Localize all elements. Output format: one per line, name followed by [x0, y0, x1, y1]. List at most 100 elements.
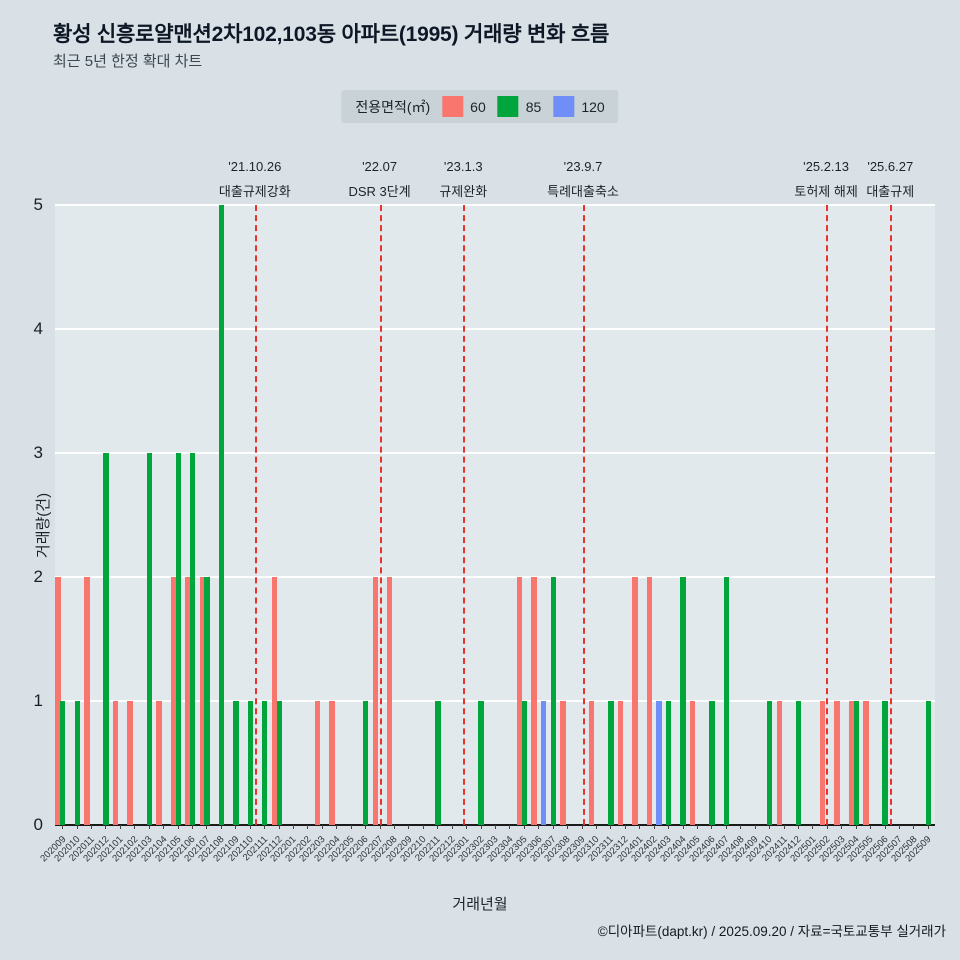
bar-85-202403 — [666, 701, 672, 825]
bar-85-202410 — [766, 701, 773, 825]
x-tick — [841, 825, 843, 829]
gridline-3 — [55, 452, 935, 454]
x-tick — [134, 825, 136, 829]
bar-60-202208 — [387, 577, 393, 825]
event-line — [890, 205, 893, 825]
bar-60-202310 — [589, 701, 595, 825]
x-tick — [581, 825, 583, 829]
event-date: '21.10.26 — [228, 159, 282, 174]
footer-credit: ©디아파트(dapt.kr) / 2025.09.20 / 자료=국토교통부 실… — [597, 924, 946, 939]
bar-60-202207 — [372, 577, 379, 825]
x-tick — [466, 825, 468, 829]
event-label: 토허제 해제 — [794, 184, 858, 199]
x-tick — [870, 825, 872, 829]
x-tick — [148, 825, 150, 829]
event-line — [463, 205, 466, 825]
gridline-4 — [55, 328, 935, 330]
legend-item-60: 60 — [442, 96, 486, 117]
bar-60-202009 — [55, 577, 61, 825]
bar-85-202010 — [74, 701, 80, 825]
x-tick — [769, 825, 771, 829]
bar-85-202412 — [795, 701, 802, 825]
bar-85-202109 — [233, 701, 239, 825]
bar-60-202104 — [156, 701, 162, 825]
x-tick — [177, 825, 179, 829]
event-label: DSR 3단계 — [348, 184, 411, 199]
bar-60-202203 — [314, 701, 321, 825]
x-tick — [365, 825, 367, 829]
bar-85-202106 — [189, 453, 196, 825]
x-tick — [884, 825, 886, 829]
x-tick — [682, 825, 684, 829]
bar-120-202402 — [656, 701, 662, 825]
x-tick — [783, 825, 785, 829]
event-line — [379, 205, 382, 825]
bar-85-202311 — [608, 701, 614, 825]
bar-85-202103 — [146, 453, 153, 825]
bar-85-202206 — [363, 701, 369, 825]
x-tick — [639, 825, 641, 829]
legend: 전용면적(㎡) 60 85 120 — [341, 90, 619, 123]
x-tick — [350, 825, 352, 829]
y-tick-label: 2 — [33, 567, 43, 586]
plot-area: 0 1 2 3 4 5 202009 202010 202011 202012 202101 2021… — [34, 159, 935, 864]
bar-60-202105 — [170, 577, 177, 825]
event-label: 대출규제강화 — [218, 184, 291, 199]
x-tick — [610, 825, 612, 829]
bar-60-202305 — [516, 577, 523, 825]
x-tick — [321, 825, 323, 829]
x-tick — [509, 825, 511, 829]
event-date: '25.2.13 — [803, 159, 850, 174]
y-axis-title: 거래량(건) — [35, 492, 53, 559]
y-tick-label: 5 — [33, 195, 43, 214]
x-tick — [725, 825, 727, 829]
bar-60-202401 — [632, 577, 638, 825]
x-tick — [119, 825, 121, 829]
x-tick — [624, 825, 626, 829]
bar-60-202411 — [776, 701, 782, 825]
x-tick — [105, 825, 107, 829]
legend-title: 전용면적(㎡) — [355, 98, 431, 115]
bar-60-202306 — [531, 577, 537, 825]
x-tick — [523, 825, 525, 829]
bar-85-202009 — [60, 701, 66, 825]
y-tick-label: 1 — [33, 691, 43, 710]
x-tick — [740, 825, 742, 829]
bar-85-202112 — [276, 701, 282, 825]
bar-60-202504 — [848, 701, 855, 825]
bar-85-202506 — [882, 701, 888, 825]
x-tick — [480, 825, 482, 829]
x-tick — [379, 825, 381, 829]
legend-value: 85 — [525, 98, 542, 115]
bar-85-202407 — [723, 577, 730, 825]
x-tick — [249, 825, 251, 829]
x-tick — [76, 825, 78, 829]
legend-item-85: 85 — [497, 96, 542, 117]
event-line — [826, 205, 829, 825]
x-axis-title: 거래년월 — [452, 896, 508, 913]
x-tick — [91, 825, 93, 829]
bar-85-202404 — [680, 577, 686, 825]
bar-60-202308 — [560, 701, 566, 825]
gridline-5 — [55, 204, 935, 206]
bar-60-202402 — [646, 577, 653, 825]
event-date: '23.1.3 — [443, 159, 483, 174]
bar-60-202502 — [819, 701, 826, 825]
x-tick — [206, 825, 208, 829]
y-tick-label: 0 — [33, 815, 43, 834]
x-tick — [451, 825, 453, 829]
x-tick — [235, 825, 237, 829]
legend-swatch-icon — [497, 96, 519, 117]
x-tick — [278, 825, 280, 829]
bar-60-202204 — [329, 701, 335, 825]
x-tick — [62, 825, 64, 829]
x-tick — [422, 825, 424, 829]
gridline-1 — [55, 700, 935, 702]
bar-60-202106 — [185, 577, 191, 825]
legend-value: 60 — [470, 98, 486, 115]
gridline-2 — [55, 576, 935, 578]
bar-85-202108 — [218, 205, 225, 825]
x-tick — [754, 825, 756, 829]
x-tick — [711, 825, 713, 829]
bar-60-202112 — [271, 577, 278, 825]
